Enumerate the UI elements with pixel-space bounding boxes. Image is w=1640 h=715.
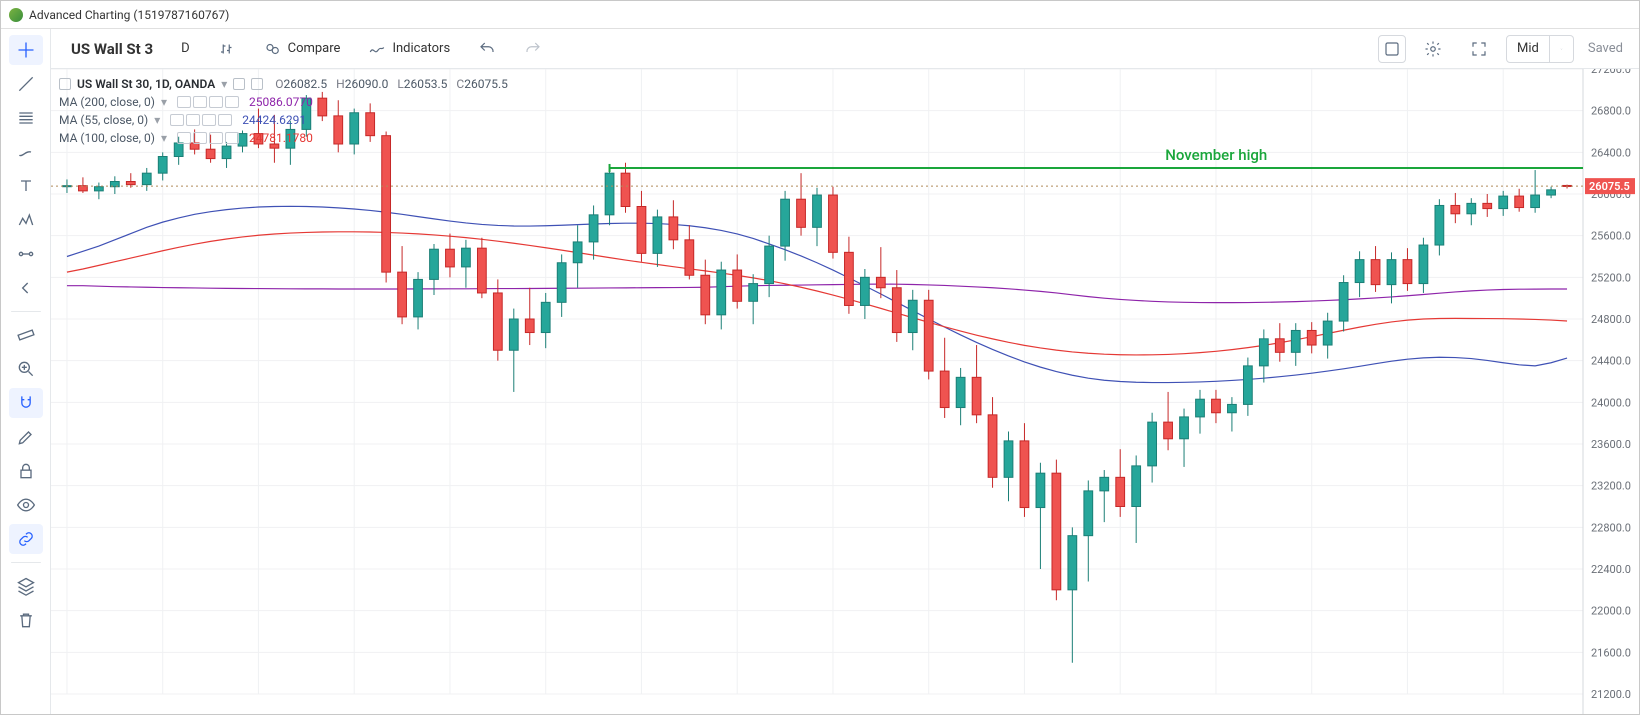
- layers-tool[interactable]: [9, 571, 43, 601]
- svg-text:21600.0: 21600.0: [1591, 646, 1631, 659]
- price-mode-label: Mid: [1517, 41, 1539, 56]
- svg-text:22000.0: 22000.0: [1591, 605, 1631, 618]
- svg-text:27200.0: 27200.0: [1591, 69, 1631, 76]
- indicators-button[interactable]: Indicators: [358, 35, 460, 63]
- svg-text:26800.0: 26800.0: [1591, 105, 1631, 118]
- svg-text:26400.0: 26400.0: [1591, 146, 1631, 159]
- window-titlebar: Advanced Charting (1519787160767): [1, 1, 1639, 29]
- settings-button[interactable]: [1414, 35, 1452, 63]
- svg-text:24400.0: 24400.0: [1591, 355, 1631, 368]
- magnet-tool[interactable]: [9, 388, 43, 418]
- fib-tool[interactable]: [9, 103, 43, 133]
- lock-tool[interactable]: [9, 456, 43, 486]
- brush-tool[interactable]: [9, 137, 43, 167]
- chart-style-button[interactable]: [208, 35, 246, 63]
- forecast-tool[interactable]: [9, 239, 43, 269]
- zoom-tool[interactable]: [9, 354, 43, 384]
- svg-text:25600.0: 25600.0: [1591, 230, 1631, 243]
- crosshair-tool[interactable]: [9, 35, 43, 65]
- compare-label: Compare: [288, 41, 341, 56]
- compare-button[interactable]: Compare: [254, 35, 351, 63]
- indicators-label: Indicators: [392, 41, 450, 56]
- top-toolbar: US Wall St 3 D Compare Indicators Mid Sa…: [51, 29, 1639, 69]
- symbol-label: US Wall St 3: [71, 40, 153, 58]
- trendline-tool[interactable]: [9, 69, 43, 99]
- toolbar-separator: [11, 562, 41, 563]
- back-button[interactable]: [9, 273, 43, 303]
- app-icon: [9, 8, 23, 22]
- svg-text:22400.0: 22400.0: [1591, 563, 1631, 576]
- svg-text:25200.0: 25200.0: [1591, 271, 1631, 284]
- svg-text:November high: November high: [1165, 146, 1267, 164]
- visibility-tool[interactable]: [9, 490, 43, 520]
- text-tool[interactable]: [9, 171, 43, 201]
- svg-text:21200.0: 21200.0: [1591, 688, 1631, 701]
- svg-text:23200.0: 23200.0: [1591, 480, 1631, 493]
- svg-text:24800.0: 24800.0: [1591, 313, 1631, 326]
- link-tool[interactable]: [9, 524, 43, 554]
- screenshot-button[interactable]: [1378, 35, 1406, 63]
- ruler-tool[interactable]: [9, 320, 43, 350]
- pattern-tool[interactable]: [9, 205, 43, 235]
- drawing-toolbar: [1, 29, 51, 714]
- price-mode-button[interactable]: Mid: [1506, 35, 1550, 63]
- undo-button[interactable]: [468, 35, 506, 63]
- chart-area[interactable]: 21200.0 21600.0 22000.0 22400.0 22800.0 23200…: [51, 69, 1639, 714]
- redo-button[interactable]: [514, 35, 552, 63]
- trash-tool[interactable]: [9, 605, 43, 635]
- price-mode-dropdown[interactable]: [1550, 35, 1574, 63]
- fullscreen-button[interactable]: [1460, 35, 1498, 63]
- svg-text:22800.0: 22800.0: [1591, 521, 1631, 534]
- interval-label: D: [181, 41, 190, 56]
- symbol-selector[interactable]: US Wall St 3: [61, 35, 163, 63]
- toolbar-separator: [11, 311, 41, 312]
- svg-text:23600.0: 23600.0: [1591, 438, 1631, 451]
- edit-tool[interactable]: [9, 422, 43, 452]
- save-status: Saved: [1582, 41, 1629, 56]
- interval-selector[interactable]: D: [171, 35, 200, 63]
- window-title: Advanced Charting (1519787160767): [29, 8, 229, 22]
- svg-text:26075.5: 26075.5: [1589, 180, 1630, 193]
- svg-text:24000.0: 24000.0: [1591, 396, 1631, 409]
